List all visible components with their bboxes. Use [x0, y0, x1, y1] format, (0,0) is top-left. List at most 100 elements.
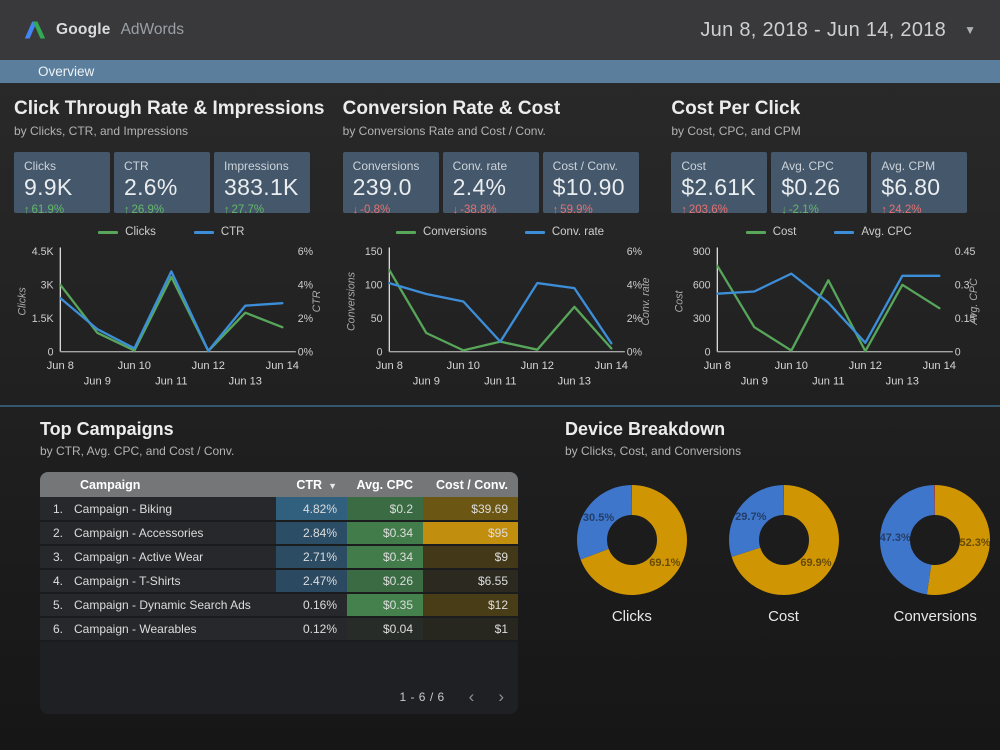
legend-swatch: [745, 230, 766, 234]
scorecard: Cost $2.61K ↑ 203.6%: [671, 152, 768, 216]
svg-text:900: 900: [693, 246, 711, 258]
donut-caption: Cost: [768, 608, 799, 625]
donut-slice-label: 69.1%: [649, 556, 681, 569]
legend-swatch: [395, 230, 416, 234]
scorecard-label: Conversions: [352, 159, 420, 173]
svg-text:1.5K: 1.5K: [32, 313, 54, 325]
legend-item: Avg. CPC: [834, 226, 912, 238]
svg-text:Jun 13: Jun 13: [557, 376, 590, 388]
column-header-cost-conv[interactable]: Cost / Conv.: [423, 472, 518, 497]
scorecard-value: $6.80: [881, 174, 941, 200]
line-chart: 0 0 300 0.15 600 0.3 900 0.45 Cost Avg. CPC Jun 8 J…: [674, 246, 980, 388]
scorecard-delta: ↑ 27.7%: [224, 204, 265, 216]
svg-text:Jun 14: Jun 14: [594, 360, 627, 372]
svg-text:Jun 10: Jun 10: [118, 360, 151, 372]
scorecard-label: Impressions: [224, 159, 289, 173]
donut-slice-label: 30.5%: [582, 511, 615, 524]
scorecard: Clicks 9.9K ↑ 61.9%: [14, 152, 110, 216]
metric-sections: Click Through Rate & Impressions by Clic…: [0, 83, 1000, 391]
app-header: Google AdWords Jun 8, 2018 - Jun 14, 201…: [0, 0, 1000, 60]
svg-text:600: 600: [693, 280, 711, 292]
donut-caption: Clicks: [611, 608, 652, 625]
timeseries-chart: Cost Avg. CPC 0 0 300 0.15 600 0.3 900 0.45 Cost A…: [671, 223, 986, 391]
page-count: 1 - 6 / 6: [399, 689, 445, 704]
scorecard-value: $10.90: [552, 174, 625, 200]
column-header-campaign[interactable]: Campaign: [40, 472, 276, 497]
svg-text:0: 0: [376, 347, 382, 359]
legend-swatch: [834, 230, 855, 234]
chevron-down-icon: ▼: [964, 23, 976, 37]
svg-text:0.15: 0.15: [955, 313, 976, 325]
campaign-row: 3. Campaign - Active Wear 2.71% $0.34 $9: [40, 545, 518, 570]
prev-page-button[interactable]: ‹: [468, 687, 475, 706]
device-breakdown-section: Device Breakdown by Clicks, Cost, and Co…: [565, 419, 1000, 714]
scorecards: Conversions 239.0 ↓ -0.8% Conv. rate 2.4%…: [342, 152, 658, 216]
metric-section-1: Click Through Rate & Impressions by Clic…: [14, 83, 329, 391]
campaign-row: 2. Campaign - Accessories 2.84% $0.34 $95: [40, 521, 518, 546]
svg-text:4.5K: 4.5K: [32, 246, 54, 258]
donut-chart: 52.3% 47.3%: [879, 484, 991, 596]
svg-text:Jun 11: Jun 11: [484, 376, 517, 388]
svg-text:Jun 8: Jun 8: [375, 360, 402, 372]
scorecard: Impressions 383.1K ↑ 27.7%: [214, 152, 310, 216]
svg-text:3K: 3K: [41, 280, 54, 292]
trend-arrow-icon: ↑: [881, 204, 887, 216]
scorecard-label: CTR: [124, 159, 149, 173]
scorecards: Cost $2.61K ↑ 203.6% Avg. CPC $0.26 ↓ -2.1…: [671, 152, 986, 216]
svg-text:4%: 4%: [298, 280, 314, 292]
table-pagination: 1 - 6 / 6 ‹ ›: [399, 688, 504, 705]
scorecard-delta: ↑ 59.9%: [552, 204, 593, 216]
svg-text:0.45: 0.45: [955, 246, 976, 258]
svg-text:Cost: Cost: [674, 290, 686, 313]
donut-slice-label: 47.3%: [879, 531, 911, 544]
donut-slice-label: 69.9%: [800, 557, 832, 570]
legend-item: Clicks: [98, 226, 156, 238]
device-donut-cost: 69.9% 29.7% Cost: [719, 484, 849, 625]
scorecard-value: 239.0: [352, 174, 412, 200]
donut-caption: Conversions: [893, 608, 977, 625]
device-donut-conversions: 52.3% 47.3% Conversions: [870, 484, 1000, 625]
sort-desc-icon: ▼: [328, 480, 337, 491]
line-chart: 0 0% 50 2% 100 4% 150 6% Conversions Conv. rate Ju…: [345, 246, 652, 388]
svg-text:Conv. rate: Conv. rate: [640, 277, 652, 325]
campaign-row: 6. Campaign - Wearables 0.12% $0.04 $1: [40, 617, 518, 642]
svg-text:0: 0: [48, 347, 54, 359]
date-range-selector[interactable]: Jun 8, 2018 - Jun 14, 2018 ▼: [700, 19, 976, 42]
svg-text:Jun 12: Jun 12: [520, 360, 553, 372]
svg-text:0: 0: [705, 347, 711, 359]
scorecard: Avg. CPM $6.80 ↑ 24.2%: [871, 152, 968, 216]
trend-arrow-icon: ↑: [224, 204, 230, 216]
scorecard-label: Clicks: [24, 159, 56, 173]
legend-item: CTR: [193, 226, 244, 238]
date-range-text: Jun 8, 2018 - Jun 14, 2018: [700, 18, 947, 41]
next-page-button[interactable]: ›: [498, 687, 504, 706]
donut-slice-label: 29.7%: [735, 510, 767, 523]
trend-arrow-icon: ↑: [124, 204, 130, 216]
report-canvas: Click Through Rate & Impressions by Clic…: [0, 83, 1000, 750]
line-chart: 0 0% 1.5K 2% 3K 4% 4.5K 6% Clicks CTR Jun 8 Jun 9 Ju…: [17, 246, 323, 387]
scorecard-delta: ↑ 24.2%: [881, 204, 922, 216]
scorecard-delta: ↑ 26.9%: [124, 204, 165, 216]
legend-swatch: [98, 230, 119, 234]
svg-text:Jun 12: Jun 12: [849, 360, 882, 372]
svg-text:Jun 10: Jun 10: [775, 360, 808, 372]
column-header-avg-cpc[interactable]: Avg. CPC: [347, 472, 423, 497]
device-donuts: 69.1% 30.5% Clicks 69.9% 29.7% Cost 52.3% 47.3%…: [565, 484, 1000, 625]
svg-text:Jun 11: Jun 11: [812, 376, 845, 388]
section-subtitle: by Clicks, CTR, and Impressions: [14, 124, 189, 138]
svg-text:CTR: CTR: [311, 290, 323, 312]
section-divider: [0, 405, 1000, 407]
donut-chart: 69.9% 29.7%: [728, 484, 840, 596]
svg-text:0: 0: [955, 347, 961, 359]
svg-text:Avg. CPC: Avg. CPC: [968, 278, 980, 326]
svg-text:Jun 14: Jun 14: [266, 360, 299, 372]
scorecard: Conv. rate 2.4% ↓ -38.8%: [442, 152, 539, 216]
timeseries-chart: Clicks CTR 0 0% 1.5K 2% 3K 4% 4.5K 6% Clicks CTR Ju…: [14, 223, 329, 391]
tab-overview[interactable]: Overview: [0, 60, 1000, 83]
column-header-ctr[interactable]: CTR ▼: [276, 472, 347, 497]
campaigns-table-panel: Campaign CTR ▼ Avg. CPC Cost / Conv. 1. Ca…: [40, 472, 518, 714]
legend-swatch: [193, 230, 214, 234]
tab-overview-label: Overview: [38, 64, 95, 79]
campaigns-title: Top Campaigns: [40, 419, 174, 439]
logo-text-google: Google: [56, 21, 111, 38]
